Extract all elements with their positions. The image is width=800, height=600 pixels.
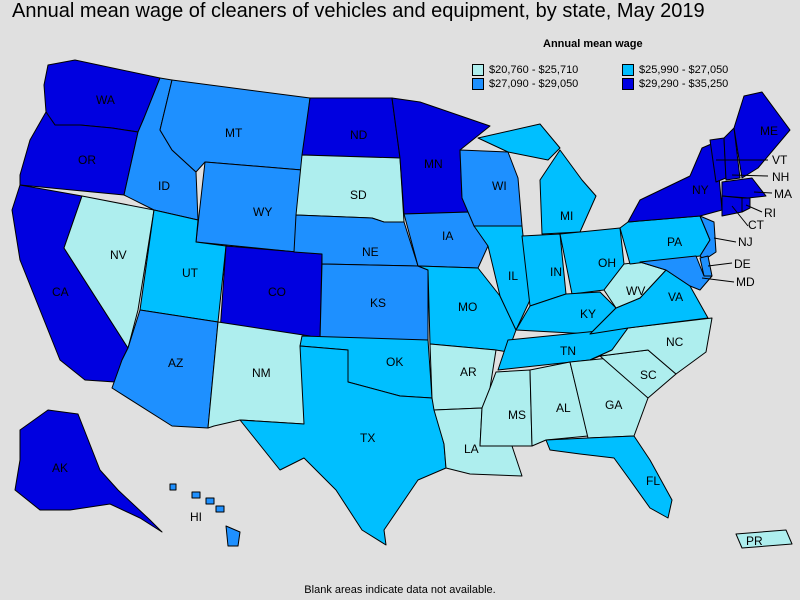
label-fl: FL [646, 474, 660, 488]
label-nd: ND [350, 128, 368, 142]
label-wa: WA [96, 93, 115, 107]
label-mi: MI [560, 209, 573, 223]
leader-line-md [701, 277, 735, 283]
label-ia: IA [442, 229, 453, 243]
state-ks[interactable] [319, 263, 429, 341]
label-vt: VT [772, 153, 788, 167]
label-ar: AR [460, 365, 477, 379]
label-co: CO [268, 285, 286, 299]
state-hi[interactable] [169, 483, 241, 547]
legend-label-1: $20,760 - $25,710 [489, 64, 579, 76]
label-ny: NY [692, 183, 709, 197]
label-ca: CA [52, 285, 69, 299]
label-il: IL [508, 269, 518, 283]
map-title: Annual mean wage of cleaners of vehicles… [12, 0, 705, 22]
state-ny[interactable] [627, 141, 723, 223]
state-nc[interactable] [589, 317, 713, 375]
label-tn: TN [560, 344, 576, 358]
label-al: AL [556, 401, 571, 415]
label-ct: CT [748, 218, 765, 232]
state-wy[interactable] [195, 161, 303, 253]
state-nh[interactable] [723, 127, 741, 181]
label-ms: MS [508, 408, 526, 422]
label-mn: MN [424, 157, 443, 171]
footnote: Blank areas indicate data not available. [304, 584, 496, 596]
label-nm: NM [252, 366, 271, 380]
label-ut: UT [182, 266, 199, 280]
label-md: MD [736, 275, 755, 289]
state-or[interactable] [19, 111, 139, 196]
label-nc: NC [666, 335, 684, 349]
label-ky: KY [580, 307, 596, 321]
label-pr: PR [746, 534, 763, 548]
state-pr[interactable] [735, 529, 793, 549]
leader-line-nj [713, 237, 737, 243]
label-hi: HI [190, 510, 202, 524]
label-sc: SC [640, 368, 657, 382]
label-ma: MA [774, 187, 792, 201]
legend-label-4: $29,290 - $35,250 [639, 78, 729, 90]
state-ia[interactable] [403, 211, 489, 269]
state-ma[interactable] [721, 177, 767, 199]
label-ks: KS [370, 296, 386, 310]
legend-item-3: $27,090 - $29,050 [472, 78, 578, 90]
label-wy: WY [253, 205, 272, 219]
leader-line-ct [731, 205, 749, 227]
legend-item-2: $25,990 - $27,050 [622, 64, 728, 76]
leader-line-ma [753, 191, 773, 194]
legend-swatch-4 [622, 78, 634, 90]
state-fl[interactable] [545, 435, 673, 519]
leader-line-de [707, 262, 733, 267]
leader-line-nh [731, 174, 769, 177]
label-va: VA [668, 290, 683, 304]
state-al[interactable] [529, 361, 589, 447]
leader-line-ri [745, 204, 763, 213]
label-nj: NJ [738, 235, 753, 249]
label-ok: OK [386, 355, 403, 369]
label-or: OR [78, 153, 96, 167]
label-nv: NV [110, 248, 127, 262]
state-mi[interactable] [477, 123, 597, 235]
label-in: IN [550, 265, 562, 279]
label-mo: MO [458, 300, 477, 314]
label-nh: NH [772, 170, 789, 184]
label-wv: WV [626, 284, 645, 298]
label-wi: WI [492, 179, 507, 193]
label-id: ID [158, 179, 170, 193]
label-ga: GA [605, 398, 622, 412]
label-tx: TX [360, 431, 375, 445]
label-de: DE [734, 257, 751, 271]
label-oh: OH [598, 256, 616, 270]
legend-item-1: $20,760 - $25,710 [472, 64, 578, 76]
legend-label-2: $25,990 - $27,050 [639, 64, 729, 76]
label-az: AZ [168, 356, 183, 370]
state-wi[interactable] [459, 149, 523, 227]
legend-swatch-3 [472, 78, 484, 90]
label-ak: AK [52, 461, 68, 475]
legend-swatch-1 [472, 64, 484, 76]
label-mt: MT [225, 126, 243, 140]
legend-title: Annual mean wage [543, 38, 643, 50]
label-la: LA [464, 442, 479, 456]
label-ne: NE [362, 245, 379, 259]
state-me[interactable] [733, 91, 791, 179]
state-nv[interactable] [63, 195, 155, 349]
legend-label-3: $27,090 - $29,050 [489, 78, 579, 90]
label-pa: PA [667, 235, 682, 249]
legend-swatch-2 [622, 64, 634, 76]
legend-item-4: $29,290 - $35,250 [622, 78, 728, 90]
state-ak[interactable] [14, 409, 163, 533]
state-tx[interactable] [239, 345, 447, 546]
state-labels: WA OR CA NV ID MT WY UT AZ CO NM ND SD N… [52, 93, 792, 548]
label-ri: RI [764, 206, 776, 220]
label-sd: SD [350, 188, 367, 202]
label-me: ME [760, 124, 778, 138]
state-md[interactable] [639, 255, 713, 291]
